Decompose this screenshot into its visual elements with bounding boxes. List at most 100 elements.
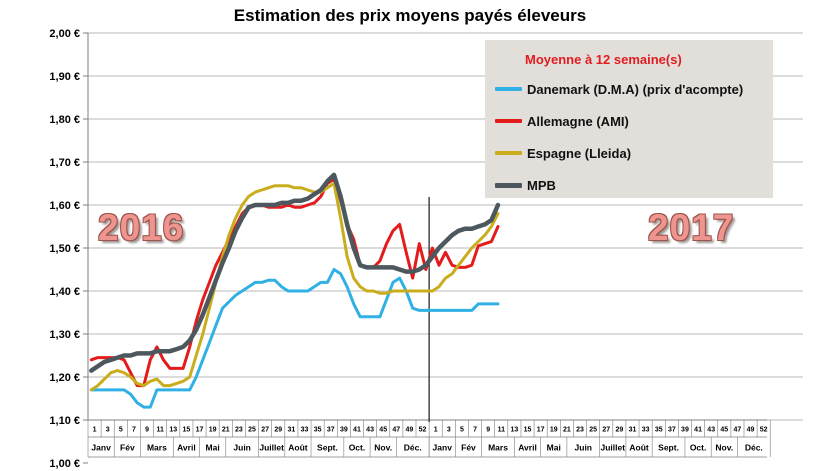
month-label: Déc. [745,443,763,453]
y-axis-label: 1,50 € [49,243,80,255]
month-label: Janv [91,443,111,453]
legend-item-label: MPB [527,177,556,193]
week-label: 11 [156,427,164,434]
y-axis-label: 1,00 € [49,458,80,470]
month-label: Janv [433,443,453,453]
month-label: Mai [206,443,220,453]
month-label: Mai [547,443,561,453]
y-axis-label: 1,30 € [49,329,80,341]
legend-item: MPB [495,169,773,201]
legend-item-label: Allemagne (AMI) [527,113,629,129]
week-label: 5 [119,427,123,434]
week-label: 33 [642,427,650,434]
y-axis-label: 1,90 € [49,71,80,83]
week-label: 1 [93,427,97,434]
week-label: 52 [419,427,427,434]
month-label: Fév [461,443,476,453]
month-label: Sept. [658,443,679,453]
month-label: Août [288,443,308,453]
week-label: 29 [615,427,623,434]
week-label: 31 [287,427,295,434]
legend-swatch-icon [495,119,522,123]
year-label-2017: 2017 [648,207,735,248]
week-label: 23 [576,427,584,434]
legend-item-label: Espagne (Lleida) [527,145,632,161]
week-label: 29 [274,427,282,434]
week-label: 35 [314,427,322,434]
week-label: 1 [434,427,438,434]
month-label: Juillet [601,443,626,453]
week-label: 49 [747,427,755,434]
month-label: Avril [518,443,537,453]
week-label: 9 [145,427,149,434]
y-axis-label: 1,40 € [49,286,80,298]
month-label: Oct. [690,443,707,453]
legend-title: Moyenne à 12 semaine(s) [525,52,682,67]
month-label: Août [629,443,649,453]
month-label: Déc. [404,443,422,453]
week-label: 41 [694,427,702,434]
series-line-danemark-d-m-a-prix-d-acompte [89,268,500,409]
legend-swatch-icon [495,87,522,91]
month-label: Mars [488,443,508,453]
chart-title: Estimation des prix moyens payés éleveur… [233,6,587,25]
series-line-espagne-lleida [89,182,500,392]
week-label: 9 [486,427,490,434]
week-label: 15 [183,427,191,434]
month-label: Oct. [349,443,366,453]
week-label: 27 [602,427,610,434]
month-label: Avril [177,443,196,453]
month-label: Nov. [374,443,392,453]
week-label: 49 [406,427,414,434]
week-label: 3 [447,427,451,434]
series-line-mpb [89,172,501,373]
month-label: Nov. [715,443,733,453]
week-label: 31 [629,427,637,434]
y-axis-label: 1,80 € [49,114,80,126]
legend-item-label: Danemark (D.M.A) (prix d'acompte) [527,81,744,97]
legend-swatch-icon [495,182,522,188]
week-label: 13 [511,427,519,434]
legend-swatch-icon [495,151,522,155]
week-label: 7 [132,427,136,434]
y-axis-label: 1,20 € [49,372,80,384]
week-label: 33 [301,427,309,434]
legend-item: Allemagne (AMI) [495,105,773,137]
year-label-2016: 2016 [98,207,185,248]
week-label: 25 [248,427,256,434]
week-label: 45 [379,427,387,434]
week-label: 45 [720,427,728,434]
week-label: 47 [734,427,742,434]
legend-item: Danemark (D.M.A) (prix d'acompte) [495,73,773,105]
week-label: 5 [460,427,464,434]
week-label: 3 [106,427,110,434]
week-label: 23 [235,427,243,434]
week-label: 43 [366,427,374,434]
week-label: 11 [498,427,506,434]
week-label: 25 [589,427,597,434]
week-label: 37 [327,427,335,434]
month-label: Juin [575,443,592,453]
legend: Moyenne à 12 semaine(s) Danemark (D.M.A)… [485,40,773,198]
week-label: 17 [196,427,204,434]
week-label: 52 [760,427,768,434]
legend-items: Danemark (D.M.A) (prix d'acompte) Allemag… [495,73,773,201]
month-label: Juin [233,443,250,453]
y-axis-label: 1,60 € [49,200,80,212]
week-label: 37 [668,427,676,434]
week-label: 47 [392,427,400,434]
y-axis-label: 1,10 € [49,415,80,427]
month-label: Fév [120,443,135,453]
week-label: 27 [261,427,269,434]
month-label: Juillet [259,443,284,453]
week-label: 41 [353,427,361,434]
week-label: 19 [209,427,217,434]
week-label: 7 [473,427,477,434]
week-label: 21 [222,427,230,434]
week-label: 35 [655,427,663,434]
week-label: 13 [169,427,177,434]
y-axis-label: 1,70 € [49,157,80,169]
y-axis-label: 2,00 € [49,28,80,40]
